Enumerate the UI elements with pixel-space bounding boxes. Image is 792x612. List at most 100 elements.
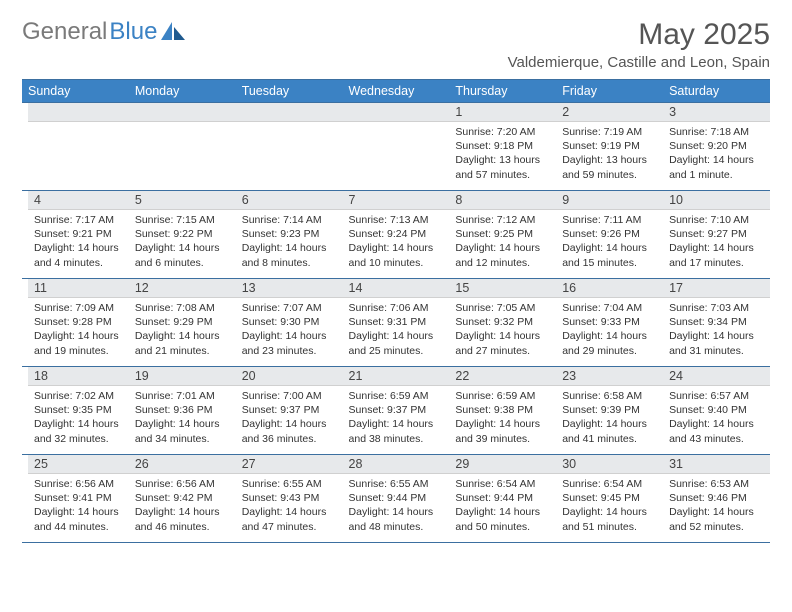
day-details: Sunrise: 6:57 AMSunset: 9:40 PMDaylight:…: [663, 386, 770, 449]
day-number: 11: [28, 279, 129, 298]
calendar-day-cell: 14Sunrise: 7:06 AMSunset: 9:31 PMDayligh…: [343, 279, 450, 367]
day-header: Monday: [129, 80, 236, 103]
day-number: 30: [556, 455, 663, 474]
day-number: 29: [449, 455, 556, 474]
calendar-day-cell: 11Sunrise: 7:09 AMSunset: 9:28 PMDayligh…: [22, 279, 129, 367]
day-header: Tuesday: [236, 80, 343, 103]
day-details: Sunrise: 6:54 AMSunset: 9:45 PMDaylight:…: [556, 474, 663, 537]
calendar-day-cell: 26Sunrise: 6:56 AMSunset: 9:42 PMDayligh…: [129, 455, 236, 543]
calendar-day-cell: 2Sunrise: 7:19 AMSunset: 9:19 PMDaylight…: [556, 103, 663, 191]
calendar-day-cell: [236, 103, 343, 191]
calendar-day-cell: 23Sunrise: 6:58 AMSunset: 9:39 PMDayligh…: [556, 367, 663, 455]
calendar-week-row: 4Sunrise: 7:17 AMSunset: 9:21 PMDaylight…: [22, 191, 770, 279]
calendar-day-cell: 25Sunrise: 6:56 AMSunset: 9:41 PMDayligh…: [22, 455, 129, 543]
day-number: 1: [449, 103, 556, 122]
day-details: Sunrise: 7:04 AMSunset: 9:33 PMDaylight:…: [556, 298, 663, 361]
day-number: 18: [28, 367, 129, 386]
day-header: Saturday: [663, 80, 770, 103]
day-number: 19: [129, 367, 236, 386]
day-number-empty: [236, 103, 343, 122]
calendar-day-cell: 12Sunrise: 7:08 AMSunset: 9:29 PMDayligh…: [129, 279, 236, 367]
day-details: Sunrise: 6:56 AMSunset: 9:42 PMDaylight:…: [129, 474, 236, 537]
day-number: 4: [28, 191, 129, 210]
day-number: 21: [343, 367, 450, 386]
day-number: 14: [343, 279, 450, 298]
calendar-day-cell: 18Sunrise: 7:02 AMSunset: 9:35 PMDayligh…: [22, 367, 129, 455]
calendar-day-cell: 30Sunrise: 6:54 AMSunset: 9:45 PMDayligh…: [556, 455, 663, 543]
day-number-empty: [28, 103, 129, 122]
day-number: 23: [556, 367, 663, 386]
calendar-week-row: 11Sunrise: 7:09 AMSunset: 9:28 PMDayligh…: [22, 279, 770, 367]
calendar-day-cell: 1Sunrise: 7:20 AMSunset: 9:18 PMDaylight…: [449, 103, 556, 191]
logo-text-gray: General: [22, 18, 107, 46]
day-number: 5: [129, 191, 236, 210]
day-number: 20: [236, 367, 343, 386]
day-details: Sunrise: 6:54 AMSunset: 9:44 PMDaylight:…: [449, 474, 556, 537]
day-number: 10: [663, 191, 770, 210]
day-header: Friday: [556, 80, 663, 103]
day-details: Sunrise: 6:55 AMSunset: 9:43 PMDaylight:…: [236, 474, 343, 537]
day-number: 31: [663, 455, 770, 474]
calendar-day-cell: [22, 103, 129, 191]
day-number: 6: [236, 191, 343, 210]
day-details: Sunrise: 7:10 AMSunset: 9:27 PMDaylight:…: [663, 210, 770, 273]
day-number: 12: [129, 279, 236, 298]
day-details: Sunrise: 7:20 AMSunset: 9:18 PMDaylight:…: [449, 122, 556, 185]
location: Valdemierque, Castille and Leon, Spain: [508, 54, 770, 71]
day-number: 9: [556, 191, 663, 210]
calendar-day-cell: [129, 103, 236, 191]
logo-sail-icon: [161, 22, 187, 42]
day-number: 17: [663, 279, 770, 298]
day-details: Sunrise: 6:59 AMSunset: 9:38 PMDaylight:…: [449, 386, 556, 449]
calendar-day-cell: 28Sunrise: 6:55 AMSunset: 9:44 PMDayligh…: [343, 455, 450, 543]
calendar-day-cell: 31Sunrise: 6:53 AMSunset: 9:46 PMDayligh…: [663, 455, 770, 543]
day-number: 25: [28, 455, 129, 474]
calendar-day-cell: 27Sunrise: 6:55 AMSunset: 9:43 PMDayligh…: [236, 455, 343, 543]
day-details: Sunrise: 6:59 AMSunset: 9:37 PMDaylight:…: [343, 386, 450, 449]
calendar-day-cell: 5Sunrise: 7:15 AMSunset: 9:22 PMDaylight…: [129, 191, 236, 279]
calendar-day-cell: 4Sunrise: 7:17 AMSunset: 9:21 PMDaylight…: [22, 191, 129, 279]
day-number: 15: [449, 279, 556, 298]
calendar-day-cell: 7Sunrise: 7:13 AMSunset: 9:24 PMDaylight…: [343, 191, 450, 279]
day-details: Sunrise: 6:58 AMSunset: 9:39 PMDaylight:…: [556, 386, 663, 449]
day-details: Sunrise: 6:55 AMSunset: 9:44 PMDaylight:…: [343, 474, 450, 537]
calendar-day-cell: 20Sunrise: 7:00 AMSunset: 9:37 PMDayligh…: [236, 367, 343, 455]
calendar-day-cell: 21Sunrise: 6:59 AMSunset: 9:37 PMDayligh…: [343, 367, 450, 455]
day-number-empty: [343, 103, 450, 122]
day-header-row: Sunday Monday Tuesday Wednesday Thursday…: [22, 80, 770, 103]
calendar-week-row: 1Sunrise: 7:20 AMSunset: 9:18 PMDaylight…: [22, 103, 770, 191]
calendar-day-cell: 3Sunrise: 7:18 AMSunset: 9:20 PMDaylight…: [663, 103, 770, 191]
day-details: Sunrise: 7:12 AMSunset: 9:25 PMDaylight:…: [449, 210, 556, 273]
day-details: Sunrise: 6:53 AMSunset: 9:46 PMDaylight:…: [663, 474, 770, 537]
day-number: 7: [343, 191, 450, 210]
day-details: Sunrise: 7:17 AMSunset: 9:21 PMDaylight:…: [28, 210, 129, 273]
day-details: Sunrise: 7:13 AMSunset: 9:24 PMDaylight:…: [343, 210, 450, 273]
logo: GeneralBlue: [22, 18, 187, 46]
day-details: Sunrise: 7:09 AMSunset: 9:28 PMDaylight:…: [28, 298, 129, 361]
calendar-day-cell: 13Sunrise: 7:07 AMSunset: 9:30 PMDayligh…: [236, 279, 343, 367]
day-number: 3: [663, 103, 770, 122]
day-details: Sunrise: 7:15 AMSunset: 9:22 PMDaylight:…: [129, 210, 236, 273]
calendar-week-row: 25Sunrise: 6:56 AMSunset: 9:41 PMDayligh…: [22, 455, 770, 543]
day-number: 16: [556, 279, 663, 298]
calendar-day-cell: [343, 103, 450, 191]
day-number: 24: [663, 367, 770, 386]
title-block: May 2025 Valdemierque, Castille and Leon…: [508, 18, 770, 71]
day-number: 2: [556, 103, 663, 122]
day-details: Sunrise: 7:01 AMSunset: 9:36 PMDaylight:…: [129, 386, 236, 449]
day-details: Sunrise: 7:14 AMSunset: 9:23 PMDaylight:…: [236, 210, 343, 273]
calendar-day-cell: 8Sunrise: 7:12 AMSunset: 9:25 PMDaylight…: [449, 191, 556, 279]
day-details: Sunrise: 7:00 AMSunset: 9:37 PMDaylight:…: [236, 386, 343, 449]
calendar-body: 1Sunrise: 7:20 AMSunset: 9:18 PMDaylight…: [22, 103, 770, 543]
calendar-day-cell: 16Sunrise: 7:04 AMSunset: 9:33 PMDayligh…: [556, 279, 663, 367]
calendar-day-cell: 15Sunrise: 7:05 AMSunset: 9:32 PMDayligh…: [449, 279, 556, 367]
day-number: 26: [129, 455, 236, 474]
day-header: Thursday: [449, 80, 556, 103]
day-details: Sunrise: 7:08 AMSunset: 9:29 PMDaylight:…: [129, 298, 236, 361]
calendar-day-cell: 29Sunrise: 6:54 AMSunset: 9:44 PMDayligh…: [449, 455, 556, 543]
calendar-page: GeneralBlue May 2025 Valdemierque, Casti…: [0, 0, 792, 543]
day-number-empty: [129, 103, 236, 122]
day-details: Sunrise: 7:06 AMSunset: 9:31 PMDaylight:…: [343, 298, 450, 361]
calendar-week-row: 18Sunrise: 7:02 AMSunset: 9:35 PMDayligh…: [22, 367, 770, 455]
calendar-day-cell: 6Sunrise: 7:14 AMSunset: 9:23 PMDaylight…: [236, 191, 343, 279]
